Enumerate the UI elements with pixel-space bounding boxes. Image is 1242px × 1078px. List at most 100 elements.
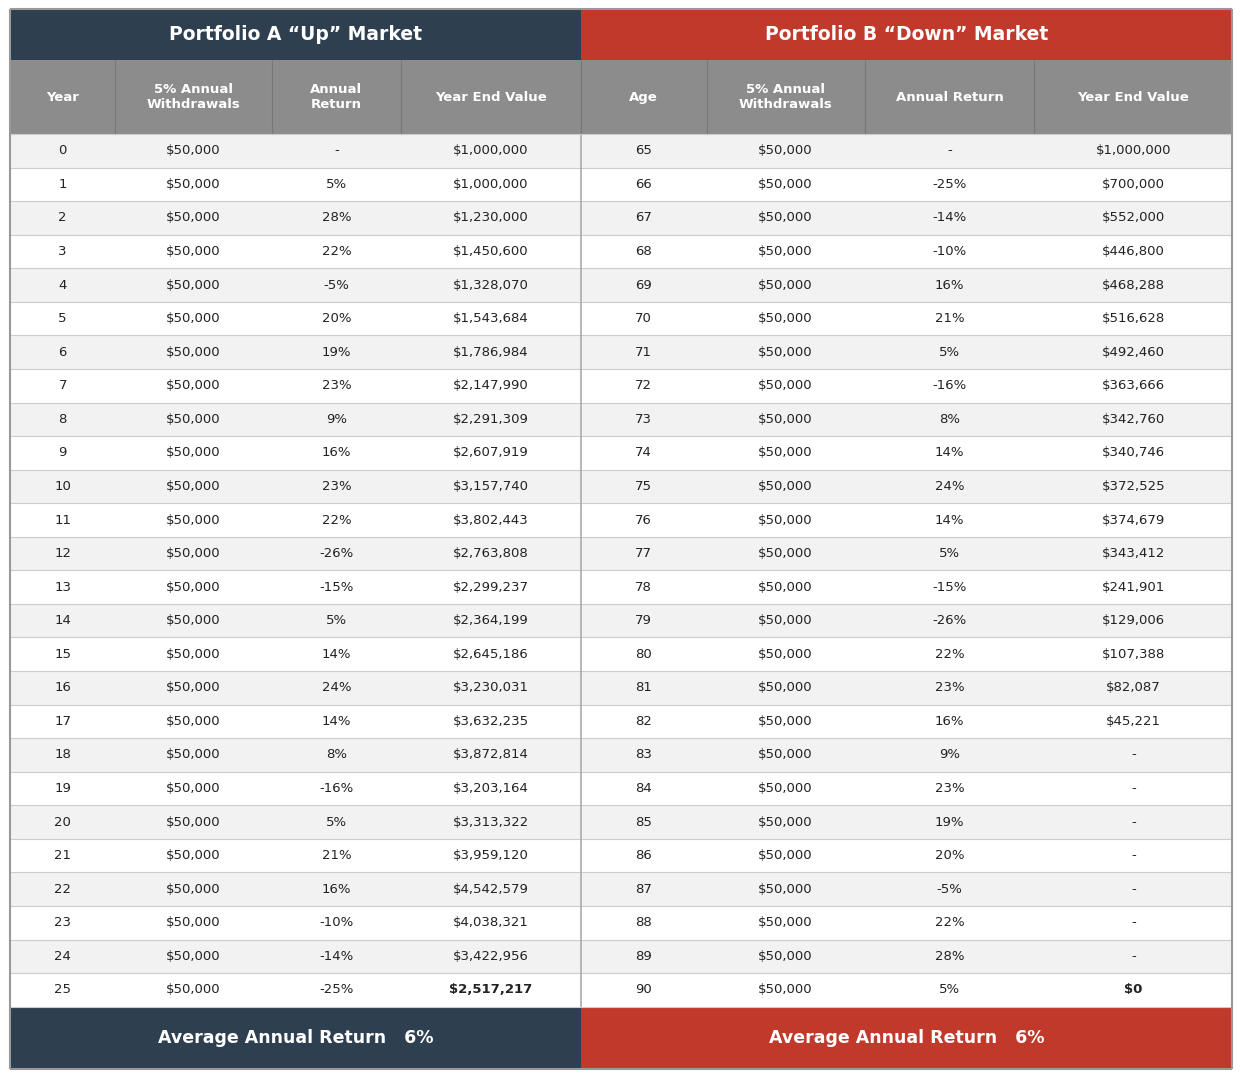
Text: $1,000,000: $1,000,000 xyxy=(453,144,529,157)
Text: 10: 10 xyxy=(55,480,71,493)
Text: $50,000: $50,000 xyxy=(166,379,221,392)
Text: $50,000: $50,000 xyxy=(759,614,814,627)
Text: Year End Value: Year End Value xyxy=(1077,91,1189,103)
Text: 67: 67 xyxy=(635,211,652,224)
Text: $446,800: $446,800 xyxy=(1102,245,1165,258)
Text: 19%: 19% xyxy=(935,816,964,829)
Text: $374,679: $374,679 xyxy=(1102,513,1165,526)
Text: 78: 78 xyxy=(635,581,652,594)
Text: 5%: 5% xyxy=(325,816,347,829)
Text: 12: 12 xyxy=(55,547,71,561)
Text: 23%: 23% xyxy=(322,480,351,493)
Text: $343,412: $343,412 xyxy=(1102,547,1165,561)
Text: $3,157,740: $3,157,740 xyxy=(453,480,529,493)
Text: 65: 65 xyxy=(635,144,652,157)
Text: -25%: -25% xyxy=(933,178,966,191)
Bar xyxy=(581,9,1232,60)
Bar xyxy=(10,973,1232,1007)
Text: $2,517,217: $2,517,217 xyxy=(450,983,533,996)
Bar xyxy=(116,60,272,134)
Text: 9: 9 xyxy=(58,446,67,459)
Text: 86: 86 xyxy=(636,849,652,862)
Text: 23%: 23% xyxy=(322,379,351,392)
Text: Year: Year xyxy=(46,91,79,103)
Text: 16%: 16% xyxy=(322,446,351,459)
Text: 5%: 5% xyxy=(325,614,347,627)
Text: 8: 8 xyxy=(58,413,67,426)
Text: 21%: 21% xyxy=(935,313,964,326)
Text: $50,000: $50,000 xyxy=(166,178,221,191)
Text: Age: Age xyxy=(630,91,658,103)
Text: 88: 88 xyxy=(636,916,652,929)
Bar xyxy=(10,335,1232,369)
Text: -: - xyxy=(334,144,339,157)
Text: $50,000: $50,000 xyxy=(759,648,814,661)
Text: Annual Return: Annual Return xyxy=(895,91,1004,103)
Text: $50,000: $50,000 xyxy=(166,816,221,829)
Bar xyxy=(10,772,1232,805)
Text: 68: 68 xyxy=(636,245,652,258)
Text: $3,203,164: $3,203,164 xyxy=(453,782,529,794)
Text: $50,000: $50,000 xyxy=(759,446,814,459)
Text: 23%: 23% xyxy=(935,681,964,694)
Bar xyxy=(1035,60,1232,134)
Text: $50,000: $50,000 xyxy=(759,346,814,359)
Text: -: - xyxy=(948,144,951,157)
Text: 23: 23 xyxy=(55,916,71,929)
Text: 85: 85 xyxy=(635,816,652,829)
Text: $50,000: $50,000 xyxy=(166,581,221,594)
Text: $3,230,031: $3,230,031 xyxy=(453,681,529,694)
Text: $50,000: $50,000 xyxy=(759,916,814,929)
Text: -14%: -14% xyxy=(319,950,354,963)
Text: $1,328,070: $1,328,070 xyxy=(453,278,529,291)
Text: $50,000: $50,000 xyxy=(759,278,814,291)
Text: $50,000: $50,000 xyxy=(166,413,221,426)
Text: $468,288: $468,288 xyxy=(1102,278,1165,291)
Text: $3,872,814: $3,872,814 xyxy=(453,748,529,761)
Text: 17: 17 xyxy=(55,715,71,728)
Bar xyxy=(10,134,1232,167)
Bar xyxy=(10,940,1232,973)
Text: $50,000: $50,000 xyxy=(759,513,814,526)
Text: -: - xyxy=(1131,950,1135,963)
Text: 14%: 14% xyxy=(935,446,964,459)
Bar xyxy=(10,537,1232,570)
Text: 16: 16 xyxy=(55,681,71,694)
Text: 69: 69 xyxy=(636,278,652,291)
Text: $1,786,984: $1,786,984 xyxy=(453,346,529,359)
Text: $50,000: $50,000 xyxy=(759,681,814,694)
Text: 24%: 24% xyxy=(935,480,964,493)
Text: $3,959,120: $3,959,120 xyxy=(453,849,529,862)
Text: $50,000: $50,000 xyxy=(759,413,814,426)
Bar xyxy=(10,705,1232,738)
Text: $241,901: $241,901 xyxy=(1102,581,1165,594)
Text: 87: 87 xyxy=(635,883,652,896)
Text: -5%: -5% xyxy=(323,278,349,291)
Bar xyxy=(10,9,581,60)
Text: $50,000: $50,000 xyxy=(759,547,814,561)
Text: $50,000: $50,000 xyxy=(166,480,221,493)
Text: $50,000: $50,000 xyxy=(166,782,221,794)
Text: 21%: 21% xyxy=(322,849,351,862)
Text: 24: 24 xyxy=(55,950,71,963)
Text: $3,632,235: $3,632,235 xyxy=(452,715,529,728)
Text: $129,006: $129,006 xyxy=(1102,614,1165,627)
Bar xyxy=(272,60,401,134)
Text: $1,000,000: $1,000,000 xyxy=(1095,144,1171,157)
Text: 5% Annual
Withdrawals: 5% Annual Withdrawals xyxy=(147,83,241,111)
Text: $552,000: $552,000 xyxy=(1102,211,1165,224)
Text: 14%: 14% xyxy=(322,715,351,728)
Text: $4,542,579: $4,542,579 xyxy=(453,883,529,896)
Text: $0: $0 xyxy=(1124,983,1143,996)
Bar xyxy=(10,671,1232,705)
Text: $50,000: $50,000 xyxy=(759,950,814,963)
Text: 21: 21 xyxy=(55,849,71,862)
Text: $2,291,309: $2,291,309 xyxy=(453,413,529,426)
Text: 28%: 28% xyxy=(935,950,964,963)
Text: 14: 14 xyxy=(55,614,71,627)
Text: -: - xyxy=(1131,782,1135,794)
Text: 20: 20 xyxy=(55,816,71,829)
Text: -25%: -25% xyxy=(319,983,354,996)
Bar xyxy=(10,570,1232,604)
Text: $1,543,684: $1,543,684 xyxy=(453,313,529,326)
